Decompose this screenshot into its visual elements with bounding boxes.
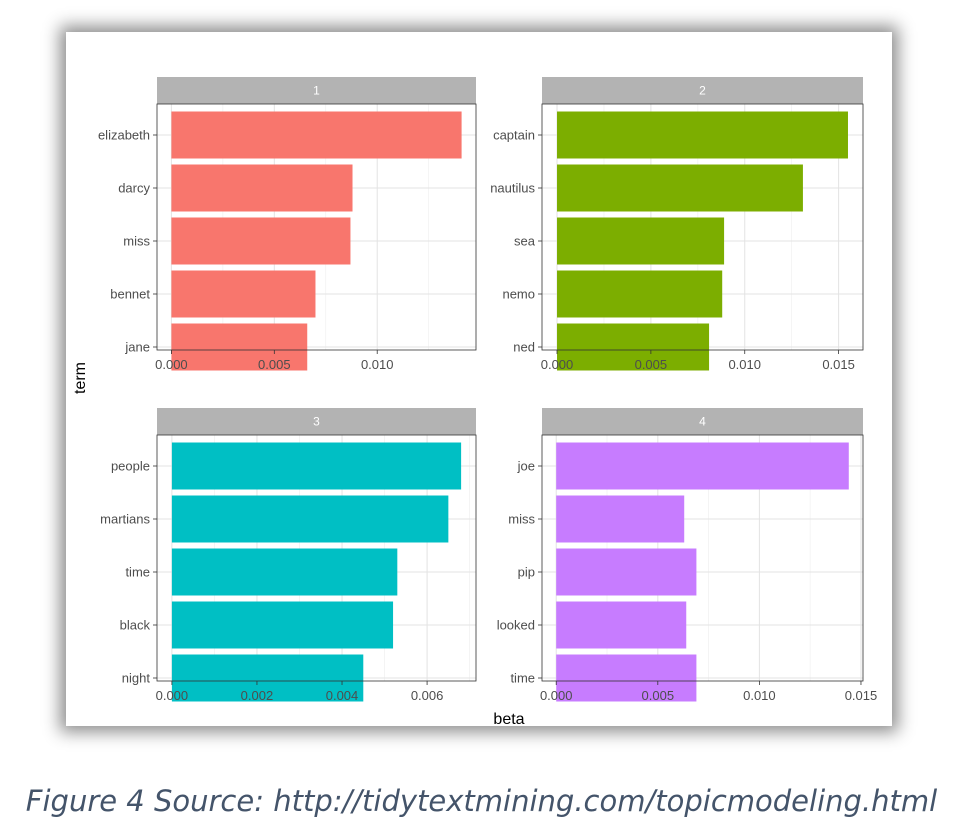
x-tick-label: 0.000 [155, 357, 188, 372]
bar-bennet [171, 270, 316, 318]
figure-caption: Figure 4 Source: http://tidytextmining.c… [25, 784, 938, 818]
facet-strip [542, 408, 863, 435]
x-tick-label: 0.002 [241, 688, 274, 703]
bar-time [171, 548, 398, 596]
bar-elizabeth [171, 111, 462, 159]
x-tick-label: 0.005 [635, 357, 668, 372]
x-tick-label: 0.010 [728, 357, 761, 372]
x-tick-label: 0.006 [411, 688, 444, 703]
x-tick-label: 0.010 [361, 357, 394, 372]
panel-border [156, 103, 477, 351]
panel-border [156, 434, 477, 682]
y-tick-label: nautilus [490, 181, 535, 196]
y-tick-label: joe [517, 459, 535, 474]
x-tick-label: 0.000 [156, 688, 189, 703]
y-tick-label: martians [100, 512, 150, 527]
x-tick-label: 0.010 [743, 688, 776, 703]
y-tick-label: ned [513, 340, 535, 355]
bar-sea [557, 217, 725, 265]
x-axis-title: beta [493, 711, 524, 726]
facet-strip [542, 77, 863, 104]
bar-people [171, 442, 462, 490]
facet-strip-label: 4 [699, 415, 706, 429]
y-tick-label: jane [124, 340, 150, 355]
y-tick-label: people [111, 459, 150, 474]
y-tick-label: elizabeth [98, 128, 150, 143]
y-axis-title: term [72, 362, 89, 394]
y-tick-label: pip [518, 565, 535, 580]
bar-miss [556, 495, 685, 543]
y-tick-label: captain [493, 128, 535, 143]
bar-captain [557, 111, 848, 159]
y-tick-label: night [122, 671, 151, 686]
bar-nemo [557, 270, 723, 318]
x-tick-label: 0.005 [642, 688, 675, 703]
facet-strip-label: 3 [313, 415, 320, 429]
y-tick-label: miss [123, 234, 150, 249]
bar-nautilus [557, 164, 803, 212]
facet-strip [157, 408, 476, 435]
faceted-bar-chart: 1 elizabeth darcy miss bennet jane 0.000 0.005 0… [72, 77, 878, 726]
bar-darcy [171, 164, 353, 212]
y-tick-label: miss [508, 512, 535, 527]
y-tick-label: time [125, 565, 150, 580]
x-tick-label: 0.015 [845, 688, 878, 703]
bar-looked [556, 601, 687, 649]
bar-night [171, 654, 364, 702]
bar-joe [556, 442, 849, 490]
facet-strip-label: 2 [699, 84, 706, 98]
bar-time [556, 654, 697, 702]
y-tick-label: looked [497, 618, 535, 633]
x-tick-label: 0.004 [326, 688, 359, 703]
panel-border [541, 103, 864, 351]
panel-border [541, 434, 864, 682]
bar-martians [171, 495, 449, 543]
x-tick-label: 0.000 [541, 357, 574, 372]
x-tick-label: 0.005 [258, 357, 291, 372]
facet-strip-label: 1 [313, 84, 320, 98]
bar-jane [171, 323, 308, 371]
x-tick-label: 0.000 [540, 688, 573, 703]
facet-strip [157, 77, 476, 104]
bar-pip [556, 548, 697, 596]
figure-frame: 1 elizabeth darcy miss bennet jane 0.000 0.005 0… [66, 32, 892, 726]
bar-miss [171, 217, 351, 265]
y-tick-label: bennet [110, 287, 150, 302]
bar-ned [557, 323, 710, 371]
x-tick-label: 0.015 [822, 357, 855, 372]
y-tick-label: nemo [502, 287, 535, 302]
y-tick-label: black [120, 618, 151, 633]
y-tick-label: sea [514, 234, 536, 249]
y-tick-label: darcy [118, 181, 150, 196]
y-tick-label: time [510, 671, 535, 686]
bar-black [171, 601, 394, 649]
